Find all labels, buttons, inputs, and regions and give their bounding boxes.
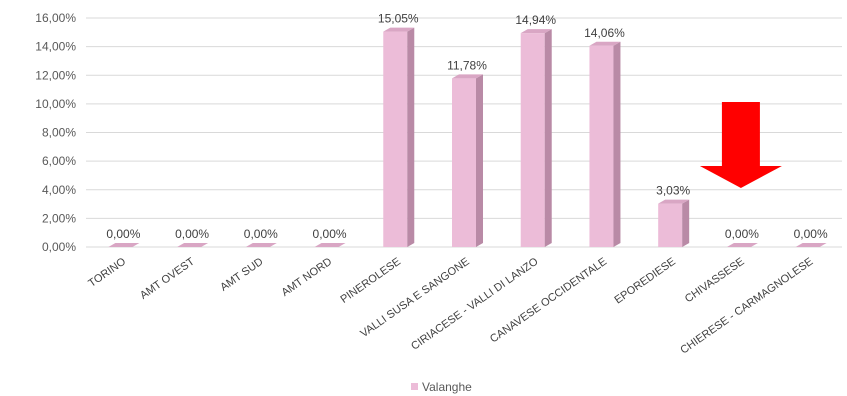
bar [383, 31, 408, 247]
bar-top [245, 243, 277, 247]
bar [452, 78, 476, 248]
data-label: 0,00% [313, 227, 347, 241]
category-label: PINEROLESE [339, 256, 403, 306]
bar-side [682, 199, 690, 247]
y-axis-tick-labels: 0,00% 2,00% 4,00% 6,00% 8,00% 10,00% 12,00% 14,… [35, 11, 76, 254]
legend: Valanghe [411, 380, 472, 394]
category-label: CHIERESE - CARMAGNOLESE [678, 256, 815, 357]
y-tick-label: 6,00% [42, 154, 76, 168]
category-label: EPOREDIESE [612, 256, 677, 307]
bar-side [476, 74, 483, 248]
bar [520, 33, 545, 247]
bar [658, 203, 683, 247]
data-label: 14,06% [584, 26, 625, 40]
y-tick-label: 10,00% [35, 97, 76, 111]
bar-top [795, 243, 827, 247]
bar-top [520, 29, 552, 34]
annotation [699, 102, 782, 188]
bar-side [544, 29, 552, 247]
bar-top [658, 199, 690, 204]
data-label: 0,00% [244, 227, 278, 241]
bar-top [314, 243, 346, 247]
bar-side [613, 41, 621, 247]
category-label: VALLI SUSA E SANGONE [358, 256, 471, 340]
y-tick-label: 0,00% [42, 240, 76, 254]
bar-top [726, 243, 758, 247]
category-label: AMT OVEST [138, 255, 197, 301]
bar-top [177, 243, 209, 247]
y-tick-label: 12,00% [35, 68, 76, 82]
y-tick-label: 4,00% [42, 183, 76, 197]
y-tick-label: 2,00% [42, 211, 76, 225]
y-tick-label: 16,00% [35, 11, 76, 25]
data-label: 0,00% [175, 227, 209, 241]
category-label: CHIVASSESE [683, 256, 747, 306]
bar-side [407, 27, 415, 247]
bar-top [452, 74, 483, 79]
legend-label: Valanghe [422, 380, 472, 394]
category-label: AMT SUD [218, 256, 265, 294]
category-label: TORINO [86, 255, 128, 290]
bar-top [589, 41, 621, 46]
legend-swatch [411, 383, 418, 390]
data-label: 0,00% [725, 227, 759, 241]
data-labels: 0,00% 0,00% 0,00% 0,00% 15,05% 11,78% 14,94% 14… [106, 12, 828, 241]
data-label: 11,78% [447, 58, 487, 72]
category-label: CANAVESE OCCIDENTALE [488, 256, 609, 346]
data-label: 0,00% [106, 227, 140, 241]
data-label: 0,00% [794, 227, 828, 241]
data-label: 14,94% [515, 13, 556, 27]
arrow-down-icon [699, 102, 782, 188]
bar-top [383, 27, 415, 32]
x-axis-category-labels: TORINO AMT OVEST AMT SUD AMT NORD PINEROLESE… [86, 255, 815, 356]
category-label: AMT NORD [279, 256, 334, 299]
y-tick-label: 14,00% [35, 40, 76, 54]
bar-top [108, 243, 140, 247]
category-label: CIRIACESE - VALLI DI LANZO [409, 255, 541, 352]
data-label: 3,03% [656, 184, 690, 198]
data-label: 15,05% [378, 12, 419, 26]
bars [108, 27, 827, 248]
y-tick-label: 8,00% [42, 126, 76, 140]
bar [589, 45, 614, 247]
